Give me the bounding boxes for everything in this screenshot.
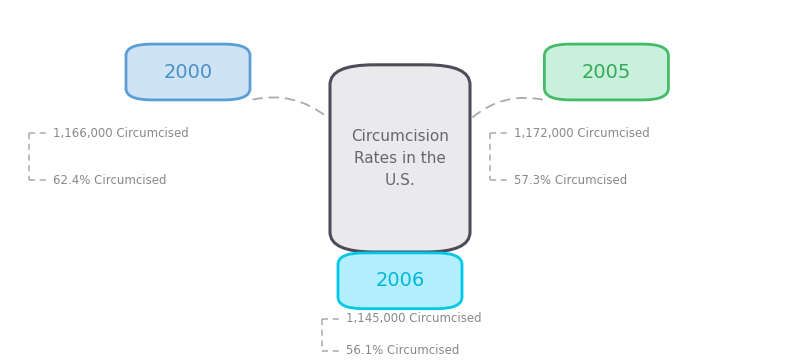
Text: 62.4% Circumcised: 62.4% Circumcised xyxy=(53,174,166,186)
Text: 56.1% Circumcised: 56.1% Circumcised xyxy=(346,345,460,357)
Text: 1,172,000 Circumcised: 1,172,000 Circumcised xyxy=(514,127,650,140)
Text: 1,145,000 Circumcised: 1,145,000 Circumcised xyxy=(346,312,482,325)
Text: Circumcision
Rates in the
U.S.: Circumcision Rates in the U.S. xyxy=(351,129,449,188)
FancyBboxPatch shape xyxy=(330,65,470,252)
Text: 1,166,000 Circumcised: 1,166,000 Circumcised xyxy=(53,127,189,140)
Text: 2005: 2005 xyxy=(582,63,631,81)
Text: 57.3% Circumcised: 57.3% Circumcised xyxy=(514,174,628,186)
FancyBboxPatch shape xyxy=(338,253,462,309)
Text: 2006: 2006 xyxy=(375,271,425,290)
FancyBboxPatch shape xyxy=(126,44,250,100)
Text: 2000: 2000 xyxy=(163,63,213,81)
FancyBboxPatch shape xyxy=(544,44,669,100)
